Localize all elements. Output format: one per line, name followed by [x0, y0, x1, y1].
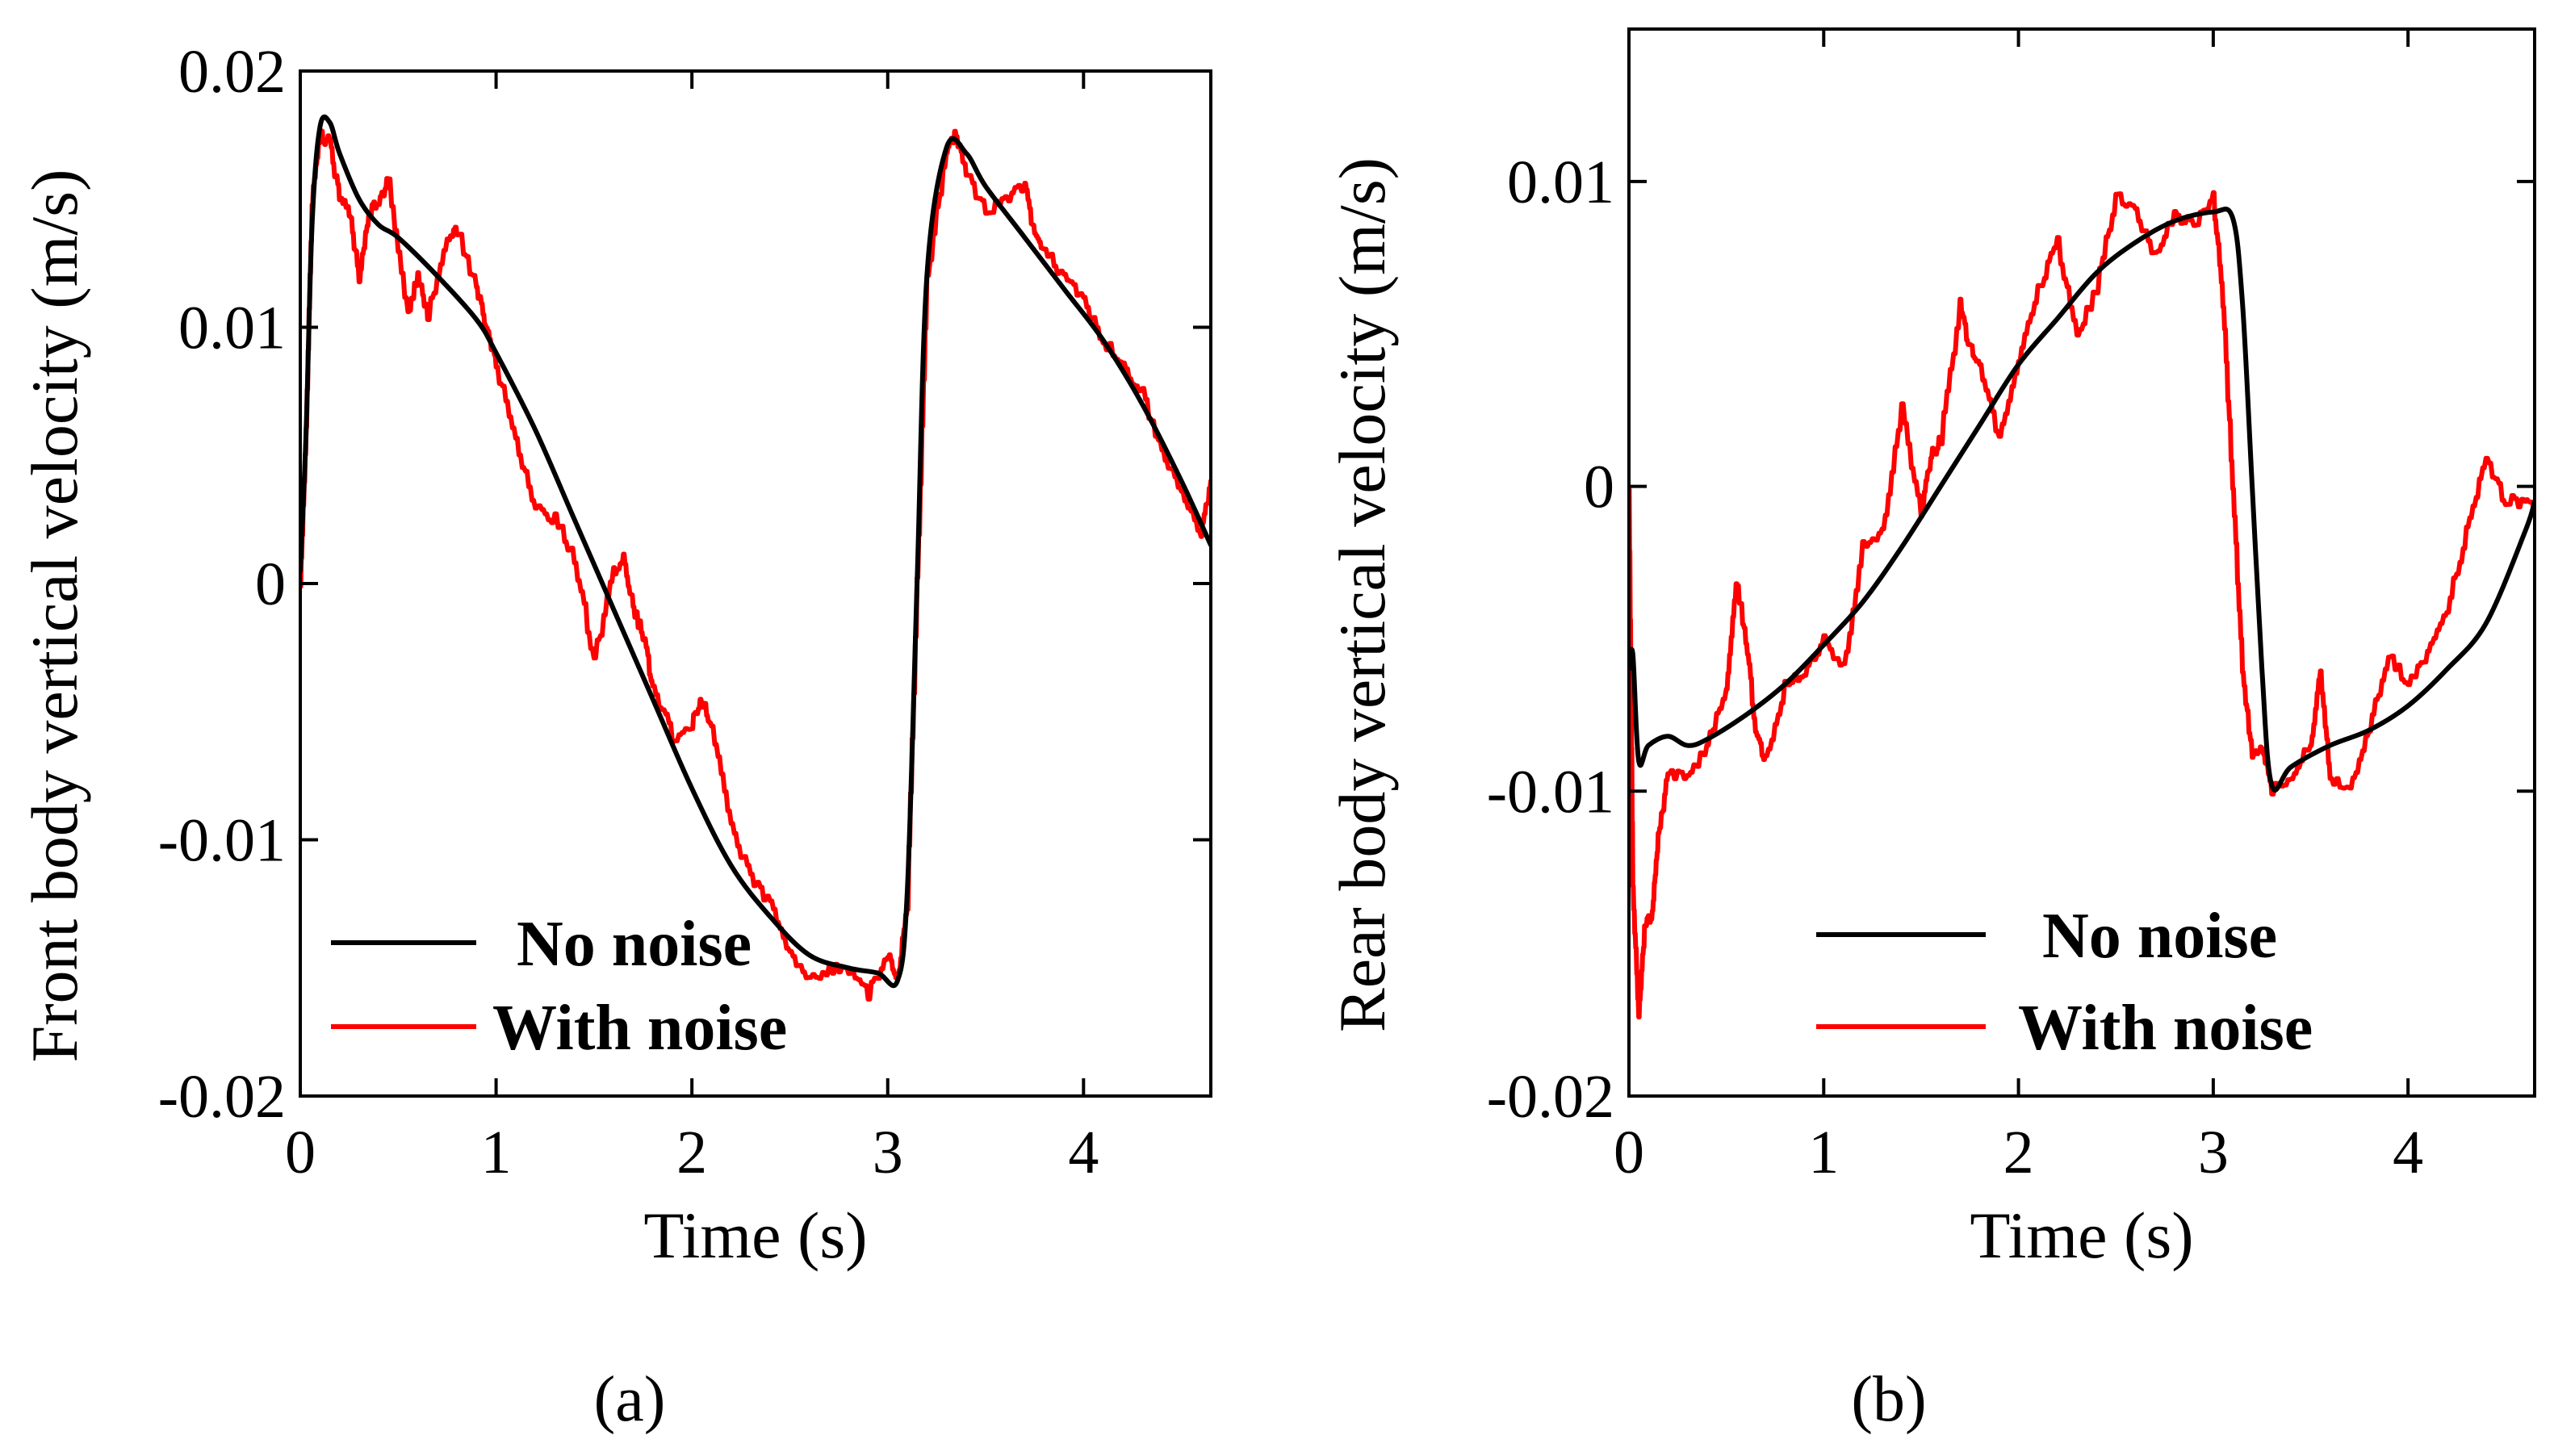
- y-axis-label: Front body vertical velocity (m/s): [18, 169, 91, 1063]
- x-tick-label: 0: [1614, 1119, 1644, 1186]
- x-tick-label: 3: [873, 1119, 903, 1186]
- chart-panel-a: 0 1 2 3 4 0.02 0.01 0 -0.01 -0.02 Time (s) Front …: [18, 38, 1212, 1435]
- panel-caption: (a): [594, 1364, 666, 1435]
- y-tick-label: 0: [1584, 454, 1614, 521]
- x-tick-label: 2: [676, 1119, 707, 1186]
- x-tick-label: 4: [1068, 1119, 1099, 1186]
- series-line-no-noise: [1629, 207, 2535, 793]
- legend-label-no-noise: No noise: [517, 909, 752, 980]
- y-tick-label: -0.02: [1487, 1063, 1614, 1131]
- chart-panel-b: 0 1 2 3 4 0.01 0 -0.01 -0.02 Time (s) Rear body …: [1325, 27, 2536, 1435]
- y-tick-label: 0.01: [178, 295, 286, 362]
- series-line-no-noise: [300, 114, 1211, 989]
- x-axis-label: Time (s): [1970, 1199, 2193, 1272]
- x-tick-label: 3: [2198, 1119, 2229, 1186]
- legend: No noise With noise: [1816, 901, 2313, 1064]
- y-tick-label: 0.01: [1507, 149, 1614, 216]
- x-tick-label: 4: [2393, 1119, 2423, 1186]
- legend-label-with-noise: With noise: [492, 993, 787, 1064]
- x-tick-label: 0: [285, 1119, 316, 1186]
- legend-label-with-noise: With noise: [2018, 993, 2313, 1064]
- legend: No noise With noise: [331, 909, 787, 1064]
- x-tick-label: 1: [1808, 1119, 1839, 1186]
- x-tick-label: 1: [481, 1119, 512, 1186]
- plot-frame: [1627, 27, 2536, 1098]
- series-line-with-noise: [300, 128, 1211, 1002]
- y-tick-label: -0.01: [1487, 758, 1614, 826]
- y-tick-label: 0: [255, 550, 286, 618]
- legend-label-no-noise: No noise: [2042, 901, 2277, 972]
- y-tick-label: -0.02: [158, 1063, 286, 1131]
- y-tick-label: -0.01: [158, 807, 286, 875]
- y-tick-label: 0.02: [178, 38, 286, 106]
- series-line-with-noise: [1629, 190, 2535, 1020]
- x-tick-label: 2: [2003, 1119, 2034, 1186]
- x-axis-label: Time (s): [643, 1199, 867, 1272]
- y-axis-label: Rear body vertical velocity (m/s): [1325, 157, 1399, 1032]
- panel-caption: (b): [1851, 1364, 1926, 1435]
